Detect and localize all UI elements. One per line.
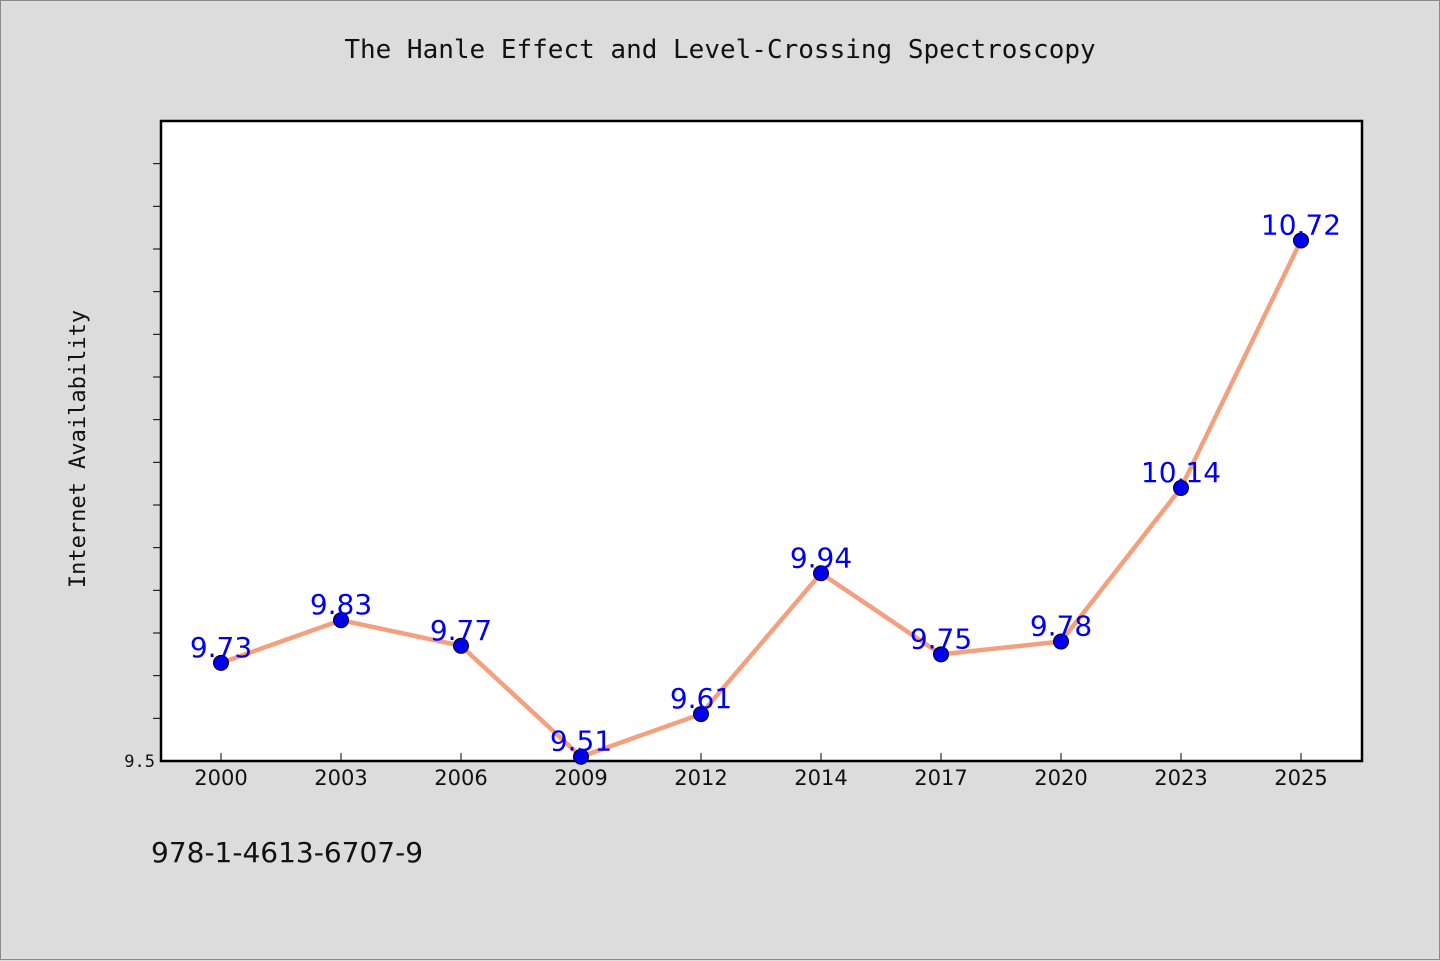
data-label: 10.72 <box>1261 208 1341 241</box>
data-label: 9.77 <box>430 614 492 647</box>
data-point <box>573 748 589 765</box>
data-point <box>1053 633 1069 650</box>
x-tick-label: 2017 <box>914 766 967 790</box>
plot-area <box>159 119 1364 763</box>
data-point <box>453 637 469 654</box>
x-tick-label: 2012 <box>674 766 727 790</box>
data-label: 9.73 <box>190 631 252 664</box>
x-tick-label: 2009 <box>554 766 607 790</box>
x-tick-label: 2003 <box>314 766 367 790</box>
data-label: 9.94 <box>790 541 852 574</box>
data-point <box>333 612 349 629</box>
data-label: 9.75 <box>910 622 972 655</box>
x-tick-label: 2014 <box>794 766 847 790</box>
x-tick-label: 2000 <box>194 766 247 790</box>
series-line <box>218 238 1304 759</box>
data-point <box>1293 232 1309 249</box>
y-axis-label: Internet Availability <box>66 310 91 588</box>
data-point <box>1173 479 1189 496</box>
x-tick-label: 2025 <box>1274 766 1327 790</box>
x-tick-label: 2023 <box>1154 766 1207 790</box>
data-label: 9.51 <box>550 725 612 758</box>
data-label: 9.61 <box>670 682 732 715</box>
data-label: 9.78 <box>1030 610 1092 643</box>
x-tick-label: 2020 <box>1034 766 1087 790</box>
y-tick-label: 9.5 <box>124 752 155 772</box>
data-label: 10.14 <box>1141 456 1221 489</box>
isbn-label: 978-1-4613-6707-9 <box>151 836 424 869</box>
chart-title: The Hanle Effect and Level-Crossing Spec… <box>344 35 1096 65</box>
data-point <box>813 565 829 582</box>
data-point <box>933 646 949 663</box>
data-label: 9.83 <box>310 588 372 621</box>
data-point <box>213 654 229 671</box>
data-point <box>693 706 709 723</box>
x-tick-label: 2006 <box>434 766 487 790</box>
